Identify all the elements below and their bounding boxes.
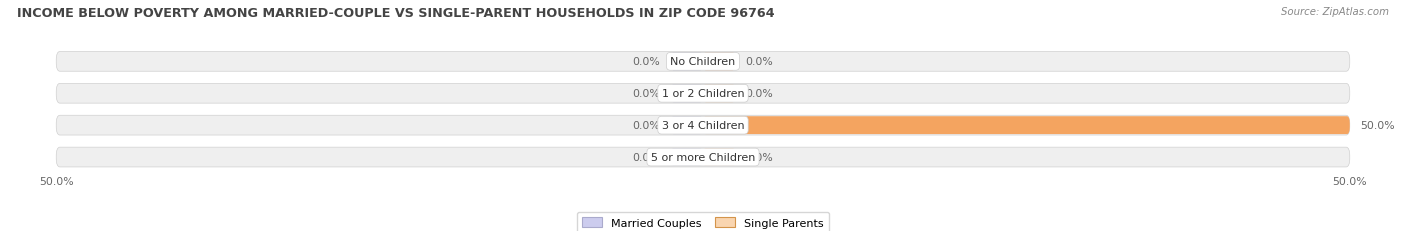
FancyBboxPatch shape <box>671 117 703 134</box>
FancyBboxPatch shape <box>703 149 735 166</box>
FancyBboxPatch shape <box>671 85 703 103</box>
FancyBboxPatch shape <box>56 84 1350 104</box>
FancyBboxPatch shape <box>671 53 703 71</box>
Text: 0.0%: 0.0% <box>745 57 773 67</box>
Text: No Children: No Children <box>671 57 735 67</box>
FancyBboxPatch shape <box>56 116 1350 135</box>
Text: Source: ZipAtlas.com: Source: ZipAtlas.com <box>1281 7 1389 17</box>
Text: 0.0%: 0.0% <box>633 152 661 162</box>
Text: 50.0%: 50.0% <box>1360 121 1395 131</box>
FancyBboxPatch shape <box>56 148 1350 167</box>
Text: INCOME BELOW POVERTY AMONG MARRIED-COUPLE VS SINGLE-PARENT HOUSEHOLDS IN ZIP COD: INCOME BELOW POVERTY AMONG MARRIED-COUPL… <box>17 7 775 20</box>
FancyBboxPatch shape <box>56 52 1350 72</box>
Text: 0.0%: 0.0% <box>745 152 773 162</box>
Legend: Married Couples, Single Parents: Married Couples, Single Parents <box>576 212 830 231</box>
FancyBboxPatch shape <box>703 85 735 103</box>
Text: 5 or more Children: 5 or more Children <box>651 152 755 162</box>
Text: 0.0%: 0.0% <box>633 121 661 131</box>
Text: 0.0%: 0.0% <box>633 89 661 99</box>
Text: 3 or 4 Children: 3 or 4 Children <box>662 121 744 131</box>
FancyBboxPatch shape <box>671 149 703 166</box>
Text: 0.0%: 0.0% <box>745 89 773 99</box>
Text: 1 or 2 Children: 1 or 2 Children <box>662 89 744 99</box>
FancyBboxPatch shape <box>703 117 1350 134</box>
FancyBboxPatch shape <box>703 53 735 71</box>
Text: 0.0%: 0.0% <box>633 57 661 67</box>
